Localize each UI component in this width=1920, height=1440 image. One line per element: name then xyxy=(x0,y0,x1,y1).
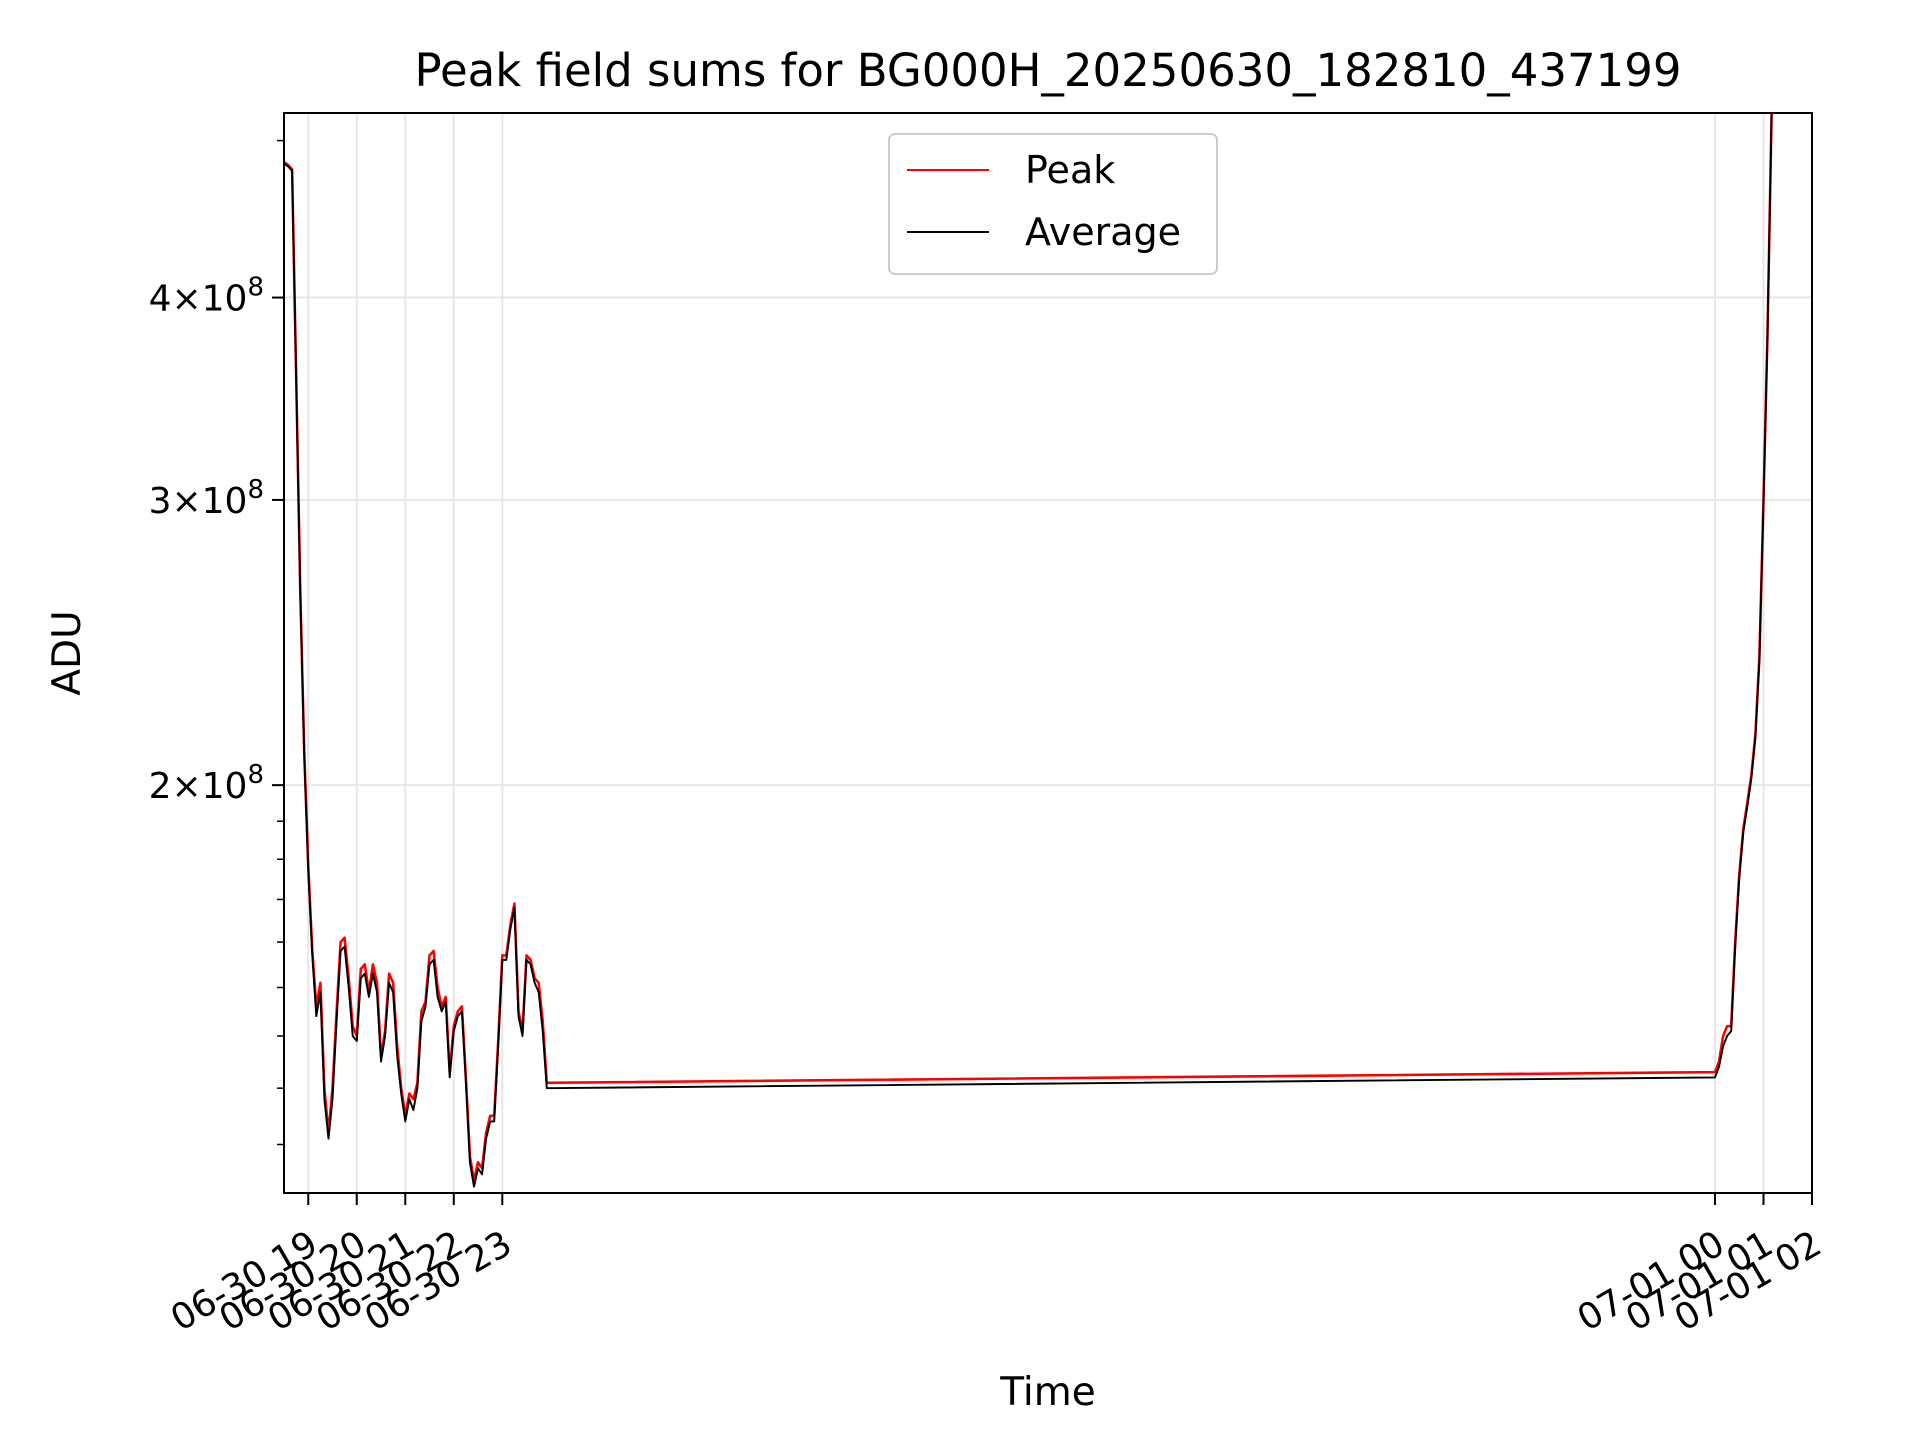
y-tick-base: 2 xyxy=(149,766,172,807)
y-tick-times: ×10 xyxy=(171,279,247,320)
series-line-average xyxy=(283,114,1773,1188)
y-tick-exponent: 8 xyxy=(247,273,264,303)
y-tick-exponent: 8 xyxy=(247,760,264,790)
chart-title: Peak field sums for BG000H_20250630_1828… xyxy=(414,44,1681,97)
legend: Peak Average xyxy=(888,133,1218,275)
y-tick-base: 3 xyxy=(149,481,172,522)
y-tick-times: ×10 xyxy=(171,481,247,522)
y-tick-times: ×10 xyxy=(171,766,247,807)
x-axis-label: Time xyxy=(999,1370,1095,1415)
plot-frame xyxy=(283,112,1813,1194)
y-tick-label: 2×108 xyxy=(149,760,264,807)
y-tick-label: 4×108 xyxy=(149,273,264,320)
y-tick-exponent: 8 xyxy=(247,475,264,505)
y-tick-base: 4 xyxy=(149,279,172,320)
y-tick-label: 3×108 xyxy=(149,475,264,522)
grid xyxy=(284,113,1813,1193)
y-axis-label: ADU xyxy=(45,610,90,695)
legend-label: Peak xyxy=(1025,148,1115,192)
legend-label: Average xyxy=(1025,210,1181,254)
plot-lines xyxy=(283,112,1773,1188)
